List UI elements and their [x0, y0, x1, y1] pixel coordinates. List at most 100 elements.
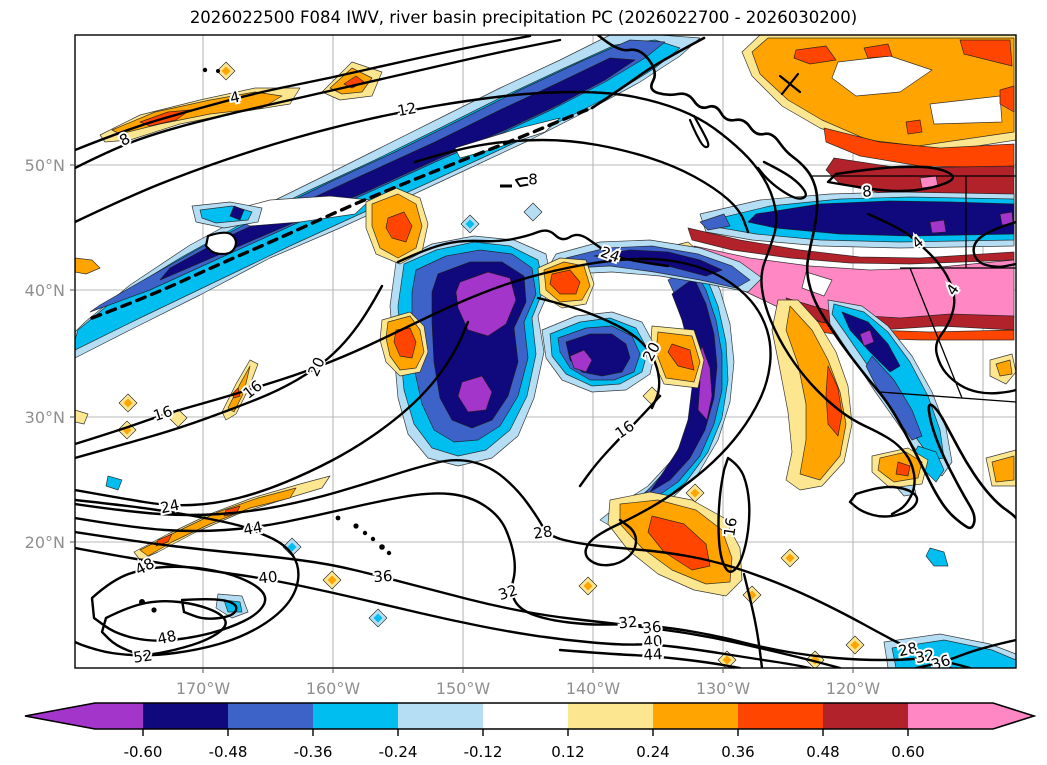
shaded-diamond — [523, 202, 543, 222]
x-tick-label: 120°W — [826, 679, 881, 698]
contour-label: 32 — [496, 581, 520, 604]
shaded-region — [385, 211, 413, 243]
shaded-region — [224, 195, 371, 227]
iwv-contour — [75, 35, 532, 152]
colorbar-tick-label: -0.12 — [464, 743, 503, 761]
shaded-diamond-core — [373, 613, 383, 623]
contour-label: 8 — [528, 171, 538, 189]
shaded-region — [75, 409, 89, 425]
iwv-contour — [75, 530, 842, 668]
iwv-contour — [75, 320, 470, 507]
map-plot-area: 4812884424242020161616162828323232363636… — [75, 35, 1016, 668]
shaded-region — [454, 117, 561, 159]
iwv-contour — [558, 648, 742, 668]
iwv-contour — [75, 498, 300, 657]
colorbar-segment — [483, 703, 568, 729]
contour-label: 20 — [304, 354, 328, 379]
iwv-contour — [75, 90, 916, 516]
iwv-contour — [866, 212, 1016, 395]
island-dot — [335, 515, 341, 521]
contour-label: 40 — [258, 568, 279, 588]
contour-label: 16 — [151, 402, 175, 425]
colorbar-segment — [568, 703, 653, 729]
iwv-contour — [75, 492, 972, 668]
shaded-region — [105, 475, 123, 491]
y-tick-label: 20°N — [25, 533, 65, 552]
contour-label: 16 — [612, 417, 638, 443]
colorbar-left-arrow — [25, 703, 95, 729]
y-tick-label: 30°N — [25, 408, 65, 427]
colorbar-tick-label: -0.36 — [294, 743, 333, 761]
x-tick-label: 140°W — [566, 679, 621, 698]
colorbar-tick-label: -0.24 — [379, 743, 418, 761]
iwv-contour — [180, 598, 238, 620]
shaded-diamond-core — [221, 66, 231, 76]
contour-label: 16 — [720, 516, 740, 537]
contour-label: 12 — [396, 99, 418, 120]
shaded-region — [863, 43, 893, 59]
colorbar-segment — [908, 703, 993, 729]
shaded-diamond-core — [583, 581, 593, 591]
coastline — [596, 35, 1016, 530]
shaded-region — [75, 257, 101, 275]
colorbar-outline — [24, 702, 1037, 730]
colorbar-segment — [738, 703, 823, 729]
iwv-contour — [413, 138, 750, 234]
colorbar-tick-label: 0.24 — [636, 743, 669, 761]
coastline — [756, 160, 807, 200]
colorbar-segment — [653, 703, 738, 729]
shaded-region — [569, 349, 593, 373]
colorbar-tick-label: 0.36 — [721, 743, 754, 761]
shaded-region — [991, 455, 1015, 483]
shaded-region — [457, 375, 493, 413]
contour-label: 48 — [156, 627, 178, 649]
colorbar-segment — [313, 703, 398, 729]
island-outline — [515, 177, 532, 187]
shaded-diamond-core — [690, 488, 700, 498]
colorbar-tick-label: -0.48 — [209, 743, 248, 761]
y-tick-label: 40°N — [25, 281, 65, 300]
shaded-diamond-core — [722, 655, 732, 665]
shaded-diamond-core — [465, 219, 475, 229]
shaded-region — [959, 39, 1013, 67]
border-line — [909, 267, 963, 399]
x-tick-label: 160°W — [306, 679, 361, 698]
iwv-contour — [75, 459, 952, 668]
contour-label: 36 — [373, 567, 393, 586]
contour-label: 44 — [643, 645, 663, 664]
shaded-region — [999, 85, 1015, 113]
shaded-diamond-core — [327, 575, 337, 585]
contour-label: 8 — [861, 182, 872, 201]
shaded-region — [785, 305, 847, 481]
shaded-region — [699, 213, 731, 231]
island-dot — [362, 530, 368, 536]
shaded-region — [859, 329, 875, 347]
colorbar-segment — [823, 703, 908, 729]
island-dot — [379, 544, 385, 550]
iwv-contour — [578, 394, 662, 488]
island-dot — [202, 67, 208, 73]
shaded-region — [929, 219, 947, 234]
shaded-diamond-core — [785, 553, 795, 563]
colorbar-tick-label: 0.48 — [806, 743, 839, 761]
map-frame — [74, 34, 1017, 669]
shaded-diamond-core — [850, 640, 860, 650]
coastline — [780, 72, 800, 96]
shaded-region — [793, 45, 837, 65]
island-dot — [386, 550, 392, 556]
colorbar-tick-label: 0.60 — [891, 743, 924, 761]
iwv-contour — [972, 220, 1016, 268]
x-tick-label: 150°W — [436, 679, 491, 698]
iwv-contour — [826, 165, 954, 193]
x-tick-label: 130°W — [696, 679, 751, 698]
colorbar-segment — [143, 703, 228, 729]
island-dot — [370, 536, 376, 542]
shaded-region — [825, 365, 843, 437]
shaded-diamond-core — [287, 542, 297, 552]
contour-label: 28 — [532, 522, 553, 542]
contour-label: 40 — [643, 632, 663, 651]
iwv-contour — [100, 600, 227, 656]
shaded-region — [667, 343, 695, 371]
coastline — [688, 114, 710, 149]
iwv-contour — [75, 284, 384, 460]
